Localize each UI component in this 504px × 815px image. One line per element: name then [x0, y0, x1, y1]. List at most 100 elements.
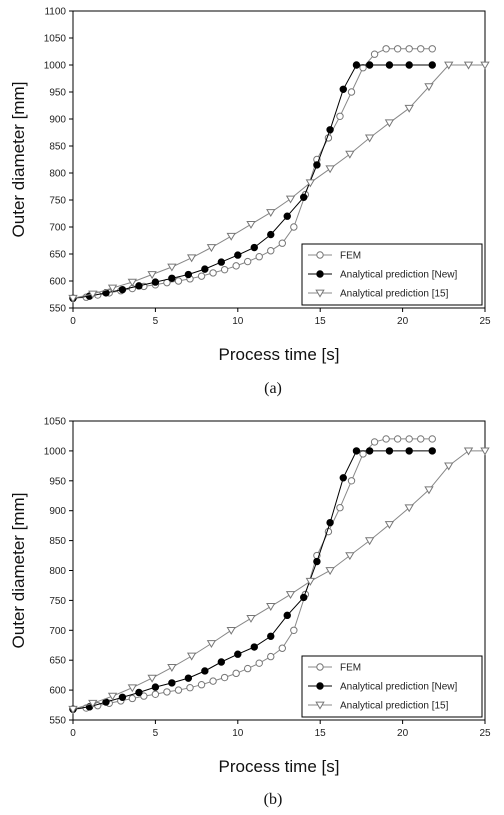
y-axis-title: Outer diameter [mm]: [9, 493, 28, 649]
data-point: [405, 447, 413, 455]
data-point: [404, 504, 414, 513]
y-tick-label: 900: [49, 115, 66, 126]
x-tick-label: 0: [70, 728, 76, 739]
x-tick-label: 20: [397, 728, 409, 739]
data-point: [232, 262, 240, 270]
y-tick-label: 850: [49, 142, 66, 153]
data-point: [480, 447, 490, 456]
y-tick-label: 700: [49, 626, 66, 637]
data-point: [220, 673, 229, 682]
data-point: [405, 435, 413, 443]
y-tick-label: 1000: [44, 446, 67, 457]
data-point: [107, 692, 118, 701]
data-point: [384, 521, 395, 530]
y-tick-label: 1100: [44, 7, 66, 18]
data-point: [201, 265, 209, 273]
series-open-triangle-down: [68, 447, 490, 714]
legend-label: Analytical prediction [New]: [340, 270, 457, 281]
data-point: [300, 593, 308, 602]
y-tick-label: 750: [49, 596, 66, 607]
data-point: [118, 693, 127, 701]
data-point: [405, 45, 413, 53]
data-point: [326, 518, 334, 527]
legend: FEM Analytical prediction [New] Analytical…: [301, 655, 483, 718]
data-point: [336, 504, 344, 512]
legend-marker: [315, 701, 325, 710]
x-tick-label: 0: [70, 316, 76, 327]
data-point: [267, 632, 275, 640]
data-point: [417, 435, 425, 443]
data-point: [206, 244, 217, 253]
x-tick-label: 20: [397, 316, 409, 327]
x-tick-label: 10: [232, 728, 244, 739]
x-tick-label: 5: [153, 316, 159, 327]
legend: FEM Analytical prediction [New] Analytical…: [301, 243, 483, 306]
x-tick-label: 5: [153, 728, 159, 739]
legend-label: Analytical prediction [15]: [340, 289, 449, 300]
y-tick-label: 650: [49, 250, 66, 261]
data-point: [184, 674, 193, 682]
data-point: [365, 447, 374, 455]
data-point: [206, 640, 217, 649]
legend-label: Analytical prediction [New]: [340, 682, 457, 693]
data-point: [305, 179, 315, 188]
data-point: [266, 603, 276, 611]
data-point: [209, 269, 217, 277]
data-point: [151, 690, 160, 698]
data-point: [345, 552, 355, 561]
data-point: [382, 435, 390, 443]
data-point: [186, 254, 197, 263]
data-point: [68, 705, 78, 714]
data-point: [313, 161, 321, 169]
data-point: [209, 677, 217, 685]
data-point: [217, 658, 226, 666]
data-point: [347, 477, 356, 485]
data-point: [283, 611, 291, 620]
data-point: [424, 83, 434, 92]
data-point: [167, 263, 177, 272]
data-point: [428, 447, 436, 455]
data-point: [345, 150, 355, 159]
data-point: [428, 45, 436, 53]
data-point: [370, 438, 379, 446]
data-point: [163, 688, 171, 696]
data-point: [267, 247, 275, 255]
data-point: [250, 243, 258, 252]
data-point: [424, 486, 434, 495]
data-point: [463, 61, 474, 70]
data-point: [128, 694, 137, 703]
y-tick-label: 1000: [44, 61, 67, 72]
legend-label: FEM: [340, 251, 361, 262]
data-point: [480, 61, 490, 70]
data-point: [127, 278, 138, 287]
x-tick-label: 15: [315, 728, 327, 739]
data-point: [359, 450, 367, 458]
data-point: [305, 577, 315, 586]
data-point: [339, 85, 347, 94]
legend-marker: [316, 251, 324, 259]
plot-frame: [72, 10, 486, 309]
data-point: [174, 686, 183, 694]
data-point: [243, 257, 252, 266]
y-tick-label: 800: [49, 566, 66, 577]
data-point: [267, 652, 275, 661]
data-point: [404, 104, 414, 113]
data-point: [246, 614, 256, 623]
y-tick-label: 750: [49, 196, 66, 207]
data-point: [201, 667, 209, 675]
data-point: [226, 626, 236, 635]
data-point: [370, 50, 379, 58]
data-point: [246, 220, 256, 229]
data-point: [364, 134, 375, 143]
data-point: [68, 294, 78, 303]
data-point: [278, 239, 286, 247]
panel-caption: (b): [264, 791, 283, 808]
data-point: [234, 251, 242, 259]
data-point: [352, 61, 361, 69]
data-point: [405, 61, 413, 69]
data-point: [313, 557, 321, 566]
data-point: [232, 669, 240, 678]
data-point: [384, 119, 395, 128]
data-point: [444, 462, 454, 471]
